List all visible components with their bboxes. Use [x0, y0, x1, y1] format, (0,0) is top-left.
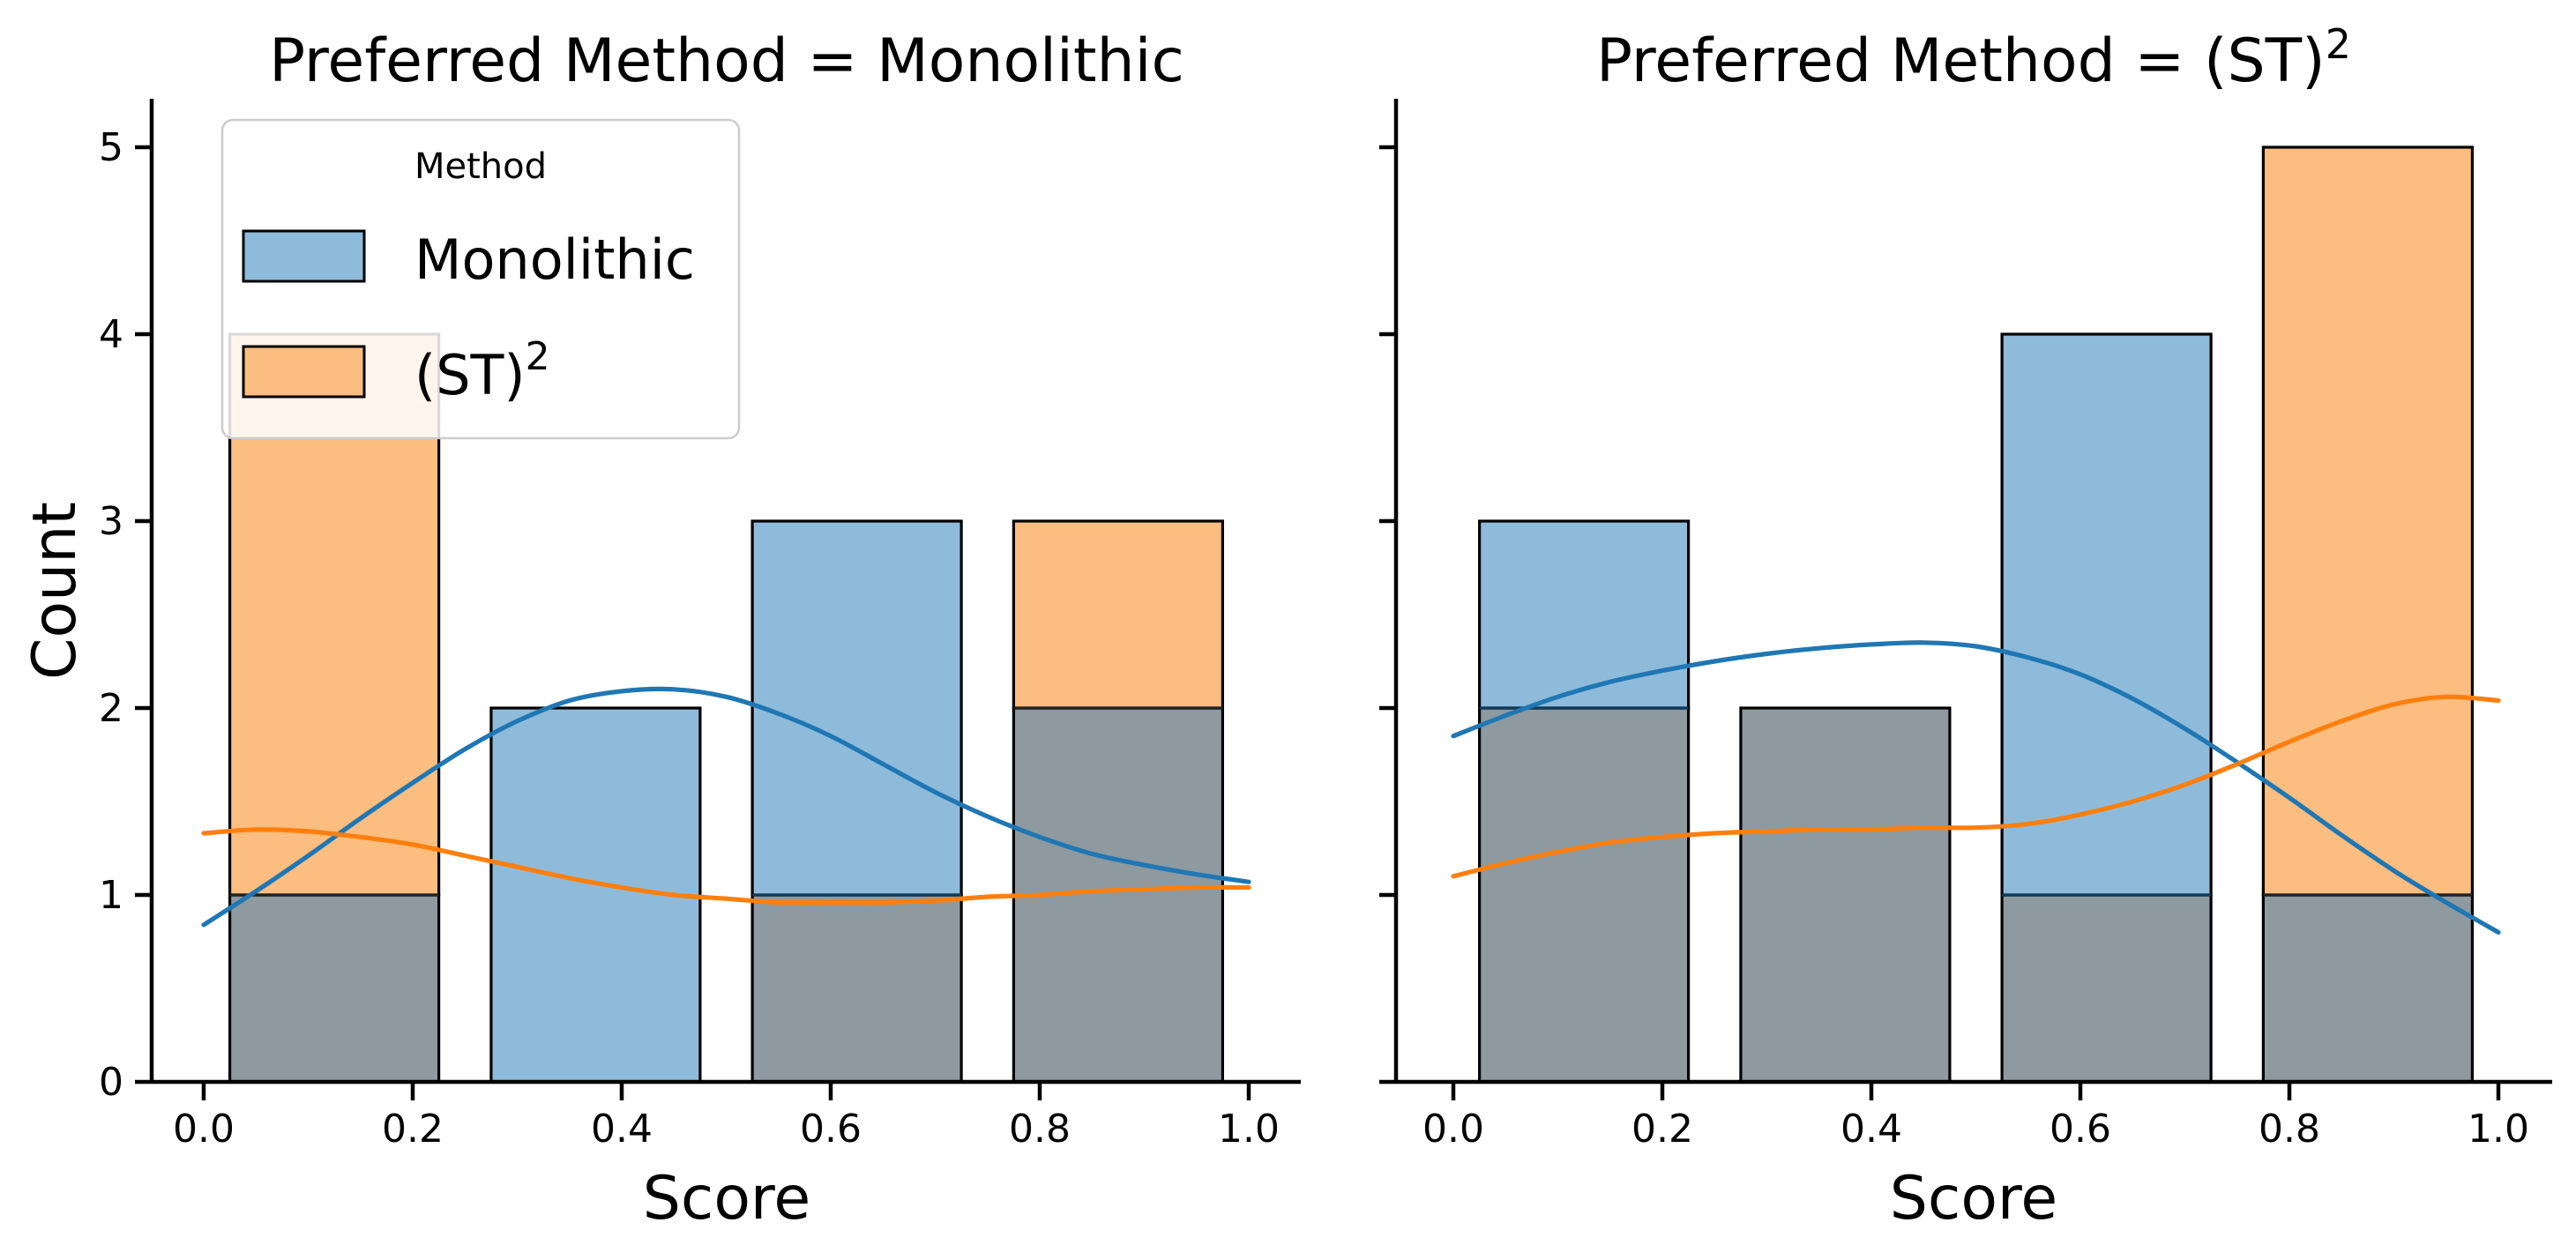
bar-segment-overlap — [1739, 706, 1952, 1084]
bar-segment-overlap — [750, 893, 963, 1084]
x-tick-label: 1.0 — [1218, 1107, 1280, 1152]
subplot-title-st2: Preferred Method = (ST)2 — [1596, 20, 2351, 96]
bar-segment-monolithic — [750, 519, 963, 897]
bar-segment-st2 — [2261, 145, 2474, 897]
legend-label-st2: (ST)2 — [414, 334, 550, 407]
kde-curve-st2 — [201, 827, 1251, 906]
y-tick-label: 4 — [99, 312, 123, 357]
bar-segment-overlap — [2000, 893, 2213, 1084]
y-tick-label: 2 — [99, 686, 123, 731]
x-tick-label: 0.8 — [1009, 1107, 1071, 1152]
x-tick-label: 0.0 — [1422, 1107, 1484, 1152]
kde-curve-monolithic — [1451, 640, 2501, 935]
bar-segment-st2 — [1012, 519, 1225, 710]
y-tick-label: 5 — [99, 125, 123, 170]
subplot-st2-layers: 0.0 0.2 0.4 0.6 0.8 1.0 — [1379, 99, 2552, 1152]
y-tick-label: 0 — [99, 1060, 123, 1105]
bar-segment-overlap — [2261, 893, 2474, 1084]
bar-segment-monolithic — [2000, 332, 2213, 897]
x-axis-label-right: Score — [1890, 1164, 2057, 1234]
legend-label-monolithic: Monolithic — [414, 227, 695, 292]
y-tick-label: 3 — [99, 499, 123, 544]
x-tick-label: 0.6 — [800, 1107, 862, 1152]
y-axis-label: Count — [20, 502, 90, 680]
x-tick-label: 0.4 — [1841, 1107, 1902, 1152]
bar-segment-overlap — [228, 893, 441, 1084]
x-tick-label: 0.6 — [2050, 1107, 2111, 1152]
legend-swatch-st2 — [242, 345, 366, 399]
x-axis-label-left: Score — [643, 1164, 810, 1234]
legend-swatch-monolithic — [242, 229, 366, 283]
x-tick-label: 0.0 — [173, 1107, 235, 1152]
kde-curve-monolithic — [201, 686, 1251, 928]
legend-title: Method — [414, 146, 547, 187]
bar-segment-overlap — [1477, 706, 1691, 1084]
x-tick-label: 0.2 — [382, 1107, 444, 1152]
bar-segment-monolithic — [1477, 519, 1691, 710]
kde-curve-st2 — [1451, 694, 2501, 879]
x-tick-label: 0.2 — [1631, 1107, 1693, 1152]
legend: Method Monolithic (ST)2 — [220, 118, 741, 440]
y-tick-label: 1 — [99, 873, 123, 918]
x-tick-label: 1.0 — [2468, 1107, 2529, 1152]
subplot-title-monolithic: Preferred Method = Monolithic — [269, 26, 1184, 96]
x-tick-label: 0.8 — [2259, 1107, 2320, 1152]
x-tick-label: 0.4 — [591, 1107, 653, 1152]
